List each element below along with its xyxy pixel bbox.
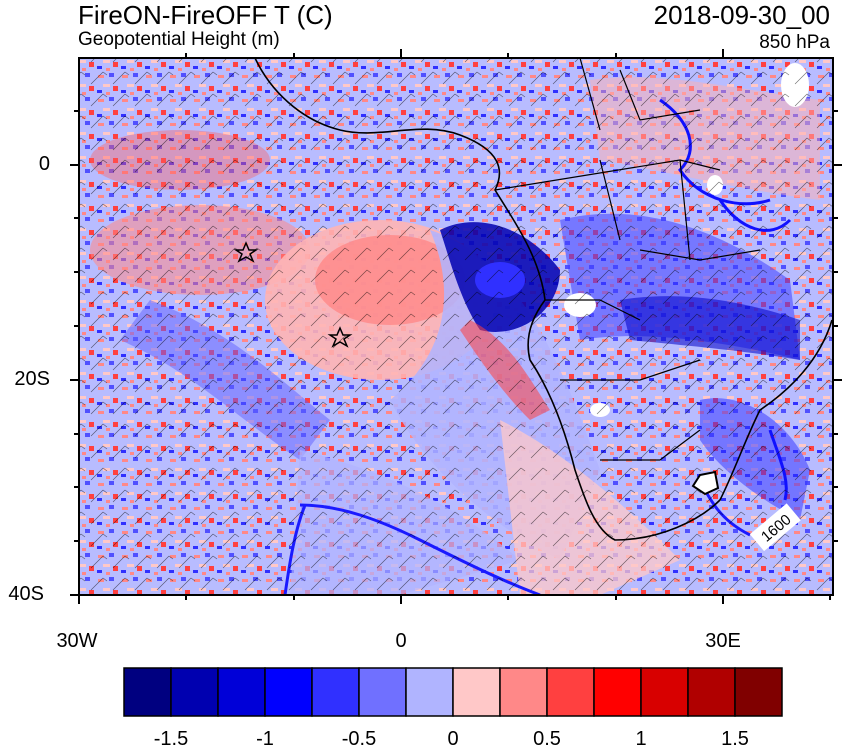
colorbar-label: 0.5 [533,728,561,750]
colorbar-swatch [640,667,689,717]
lat-label-20s: 20S [14,368,50,390]
colorbar-swatch [687,667,736,717]
lon-ticks [78,49,831,604]
colorbar-swatch [123,667,172,717]
map-subtitle: Geopotential Height (m) [78,29,280,50]
lon-label-30w: 30W [56,630,98,652]
colorbar-swatch [593,667,642,717]
lon-label-30e: 30E [705,630,741,652]
map-date: 2018-09-30_00 [653,0,830,30]
lat-ticks [70,110,842,596]
colorbar-label: 1.5 [721,728,749,750]
colorbar-swatch [311,667,360,717]
colorbar-label: 1 [635,728,647,750]
colorbar-swatch [405,667,454,717]
colorbar-label: -0.5 [341,728,377,750]
pressure-level: 850 hPa [759,32,830,53]
lat-label-0: 0 [38,153,50,175]
star-marker-1 [233,241,259,263]
colorbar [123,667,783,717]
colorbar-label: -1.5 [153,728,189,750]
colorbar-swatch [264,667,313,717]
contour-label: 1600 [749,503,801,552]
lon-label-0: 0 [395,630,407,652]
colorbar-swatch [546,667,595,717]
colorbar-swatch [358,667,407,717]
lat-label-40s: 40S [8,583,44,605]
colorbar-swatch [452,667,501,717]
colorbar-swatch [217,667,266,717]
colorbar-swatch [170,667,219,717]
temperature-difference-field [79,58,833,595]
colorbar-swatch [499,667,548,717]
colorbar-label: 0 [447,728,459,750]
map-title: FireON-FireOFF T (C) [78,0,333,30]
colorbar-swatch [734,667,783,717]
colorbar-label: -1 [256,728,274,750]
star-marker-2 [327,326,353,348]
